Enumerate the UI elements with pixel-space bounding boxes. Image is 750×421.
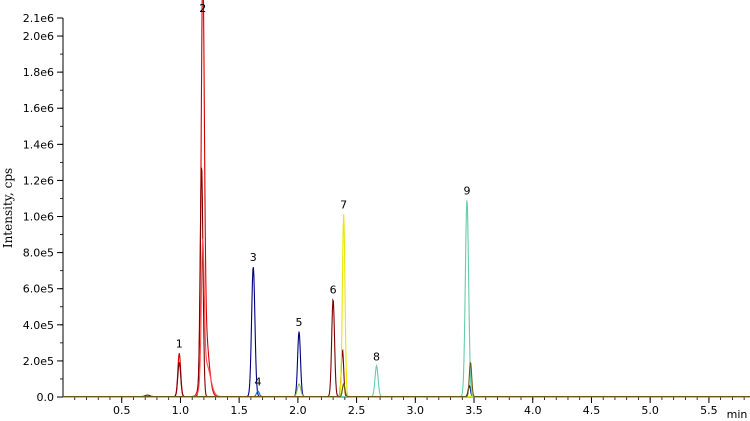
x-tick-label: 5.0 — [641, 404, 659, 417]
series-line-5 — [63, 382, 750, 398]
peak-label-3: 3 — [250, 251, 257, 264]
x-tick-label: 4.0 — [524, 404, 542, 417]
x-tick-label: 0.5 — [113, 404, 131, 417]
y-tick-label: 2.0e5 — [23, 355, 54, 368]
x-tick-label: 2.5 — [348, 404, 366, 417]
peak-label-9: 9 — [463, 184, 470, 197]
x-tick-label: 4.5 — [583, 404, 601, 417]
y-tick-label: 2.0e6 — [23, 30, 54, 43]
x-tick-label: 1.0 — [172, 404, 190, 417]
y-tick-label: 4.0e5 — [23, 319, 54, 332]
y-tick-label: 2.1e6 — [23, 12, 54, 25]
y-tick-label: 0.0 — [37, 391, 55, 404]
peak-label-7: 7 — [340, 199, 347, 212]
peak-label-8: 8 — [373, 350, 380, 363]
series-line-2 — [63, 238, 750, 398]
series-line-4 — [63, 390, 750, 398]
series-line-0 — [63, 0, 750, 398]
peak-label-2: 2 — [199, 2, 206, 15]
x-tick-label: 5.5 — [700, 404, 718, 417]
x-tick-label: 1.5 — [230, 404, 248, 417]
x-tick-label: 2.0 — [289, 404, 307, 417]
y-tick-label: 1.0e6 — [23, 211, 54, 224]
series-line-7 — [63, 200, 750, 398]
peak-label-1: 1 — [176, 338, 183, 351]
peak-label-4: 4 — [254, 376, 261, 389]
plot-area: 0.5 1.0 1.5 2.0 2.5 3.0 3.5 4.0 4.5 5.0 5.5 0.0 2.0e… — [23, 0, 750, 417]
x-tick-label: 3.5 — [465, 404, 483, 417]
series-line-1 — [63, 167, 750, 398]
series-line-3 — [63, 267, 750, 398]
y-tick-label: 8.0e5 — [23, 247, 54, 260]
y-tick-label: 1.2e6 — [23, 174, 54, 187]
y-tick-label: 1.6e6 — [23, 102, 54, 115]
y-tick-label: 1.8e6 — [23, 66, 54, 79]
y-tick-label: 1.4e6 — [23, 138, 54, 151]
x-axis-title: min — [727, 408, 748, 421]
y-tick-label: 6.0e5 — [23, 283, 54, 296]
y-axis-title: Intensity, cps — [1, 168, 15, 248]
peak-label-6: 6 — [330, 284, 337, 297]
peak-label-5: 5 — [296, 316, 303, 329]
series-line-8 — [63, 361, 750, 398]
x-tick-label: 3.0 — [407, 404, 425, 417]
series-line-6 — [63, 214, 750, 398]
